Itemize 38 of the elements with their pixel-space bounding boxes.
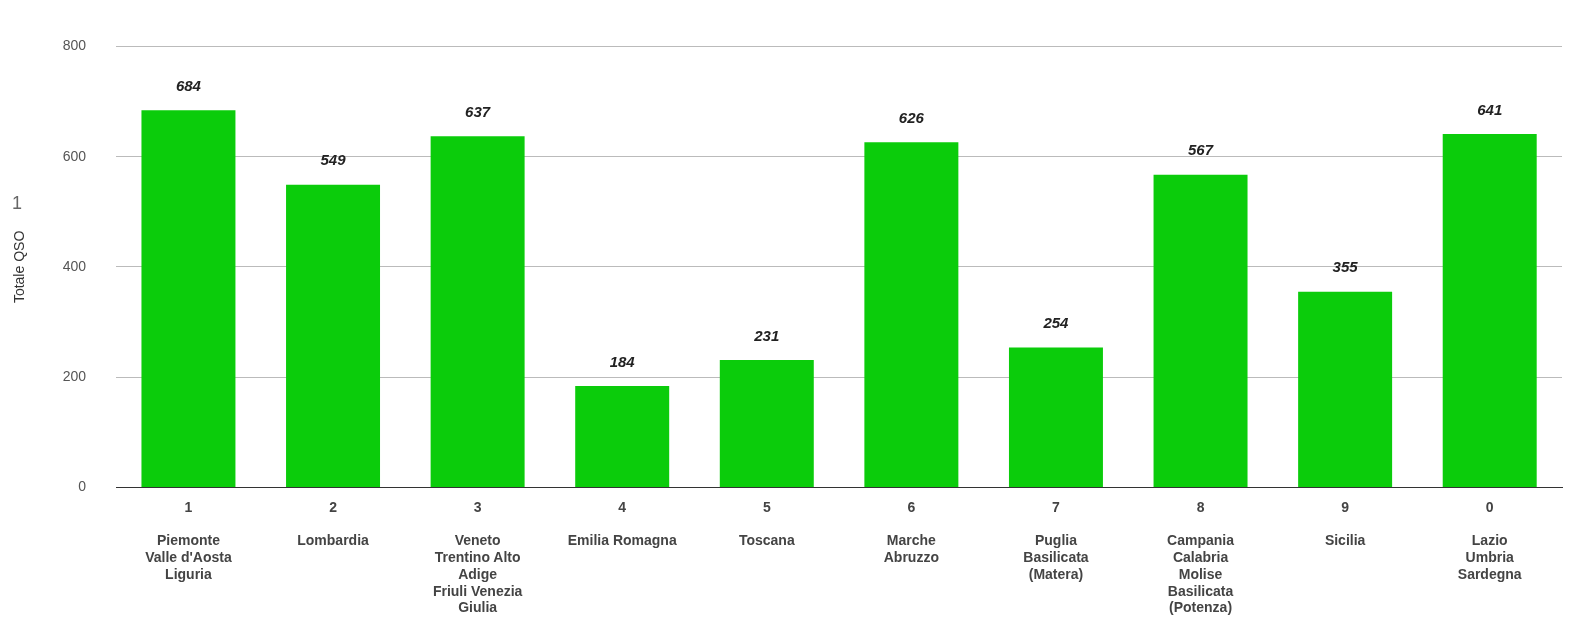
text: 1 [184,498,193,515]
bar [430,136,525,487]
data-label: 637 [465,102,491,120]
bar [141,110,236,487]
y-tick-label: 0 [78,478,87,495]
bar [864,142,959,487]
bar [719,360,814,487]
y-axis-title: Totale QSO [11,230,28,304]
data-label: 641 [1477,100,1503,118]
bar [1008,347,1103,487]
data-label: 684 [175,76,202,94]
category-label: 3 Veneto Trentino Alto Adige Friuli Venezia Giulia [432,498,523,616]
category-label: Piemonte Valle d'Aosta Liguria [145,532,232,582]
data-label: 626 [898,108,925,126]
data-label: 567 [1188,141,1214,159]
y-tick-label: 800 [62,37,87,54]
bar [1298,291,1393,487]
y-tick-label: 400 [62,257,87,274]
data-label: 231 [753,326,780,344]
category-label: 4 Emilia Romagna [567,498,677,549]
bar [286,184,381,487]
data-label: 355 [1332,258,1359,276]
bar [575,385,670,487]
data-label: 184 [609,352,636,370]
text: 1 [12,193,23,213]
bar [1442,134,1537,487]
y-tick-label: 600 [62,147,87,164]
category-label: 8 Campania Calabria Molise Basilicata (Potenza) [1167,498,1234,616]
category-label: 9 Sicilia [1324,498,1366,549]
category-label: 6 Marche Abruzzo [883,498,939,566]
category-label: 0 Lazio Umbria Sardegna [1457,498,1522,582]
bar [1153,174,1248,487]
data-label: 549 [320,151,347,169]
category-label: 2 Lombardia [297,498,369,549]
category-label: 7 Puglia Basilicata (Matera) [1023,498,1089,582]
data-label: 254 [1042,314,1070,332]
y-tick-label: 200 [62,368,87,385]
category-label: 5 Toscana [738,498,795,549]
